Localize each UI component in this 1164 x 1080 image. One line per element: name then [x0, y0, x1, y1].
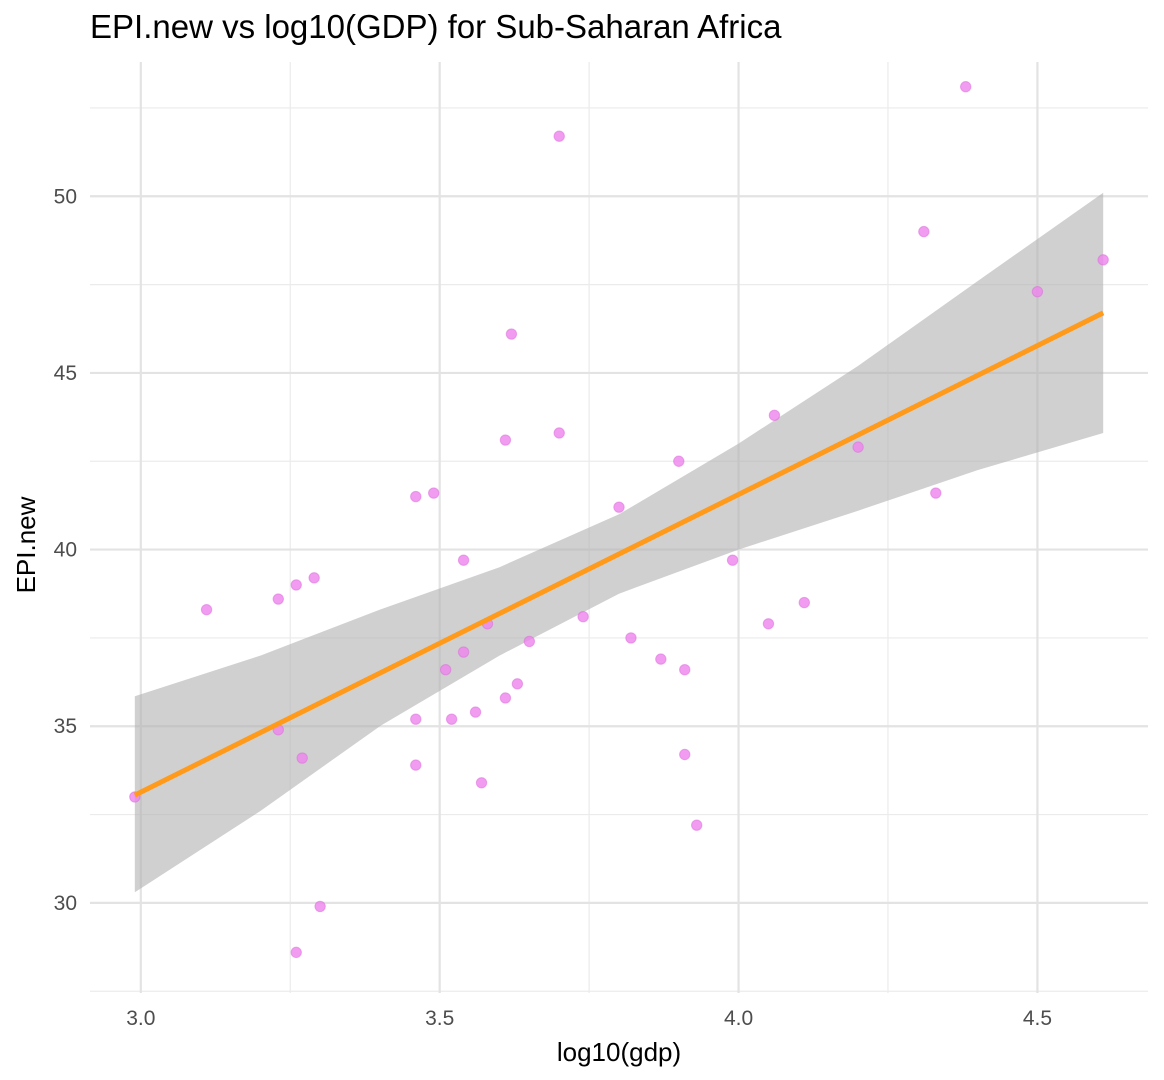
data-point — [523, 635, 536, 648]
y-tick-label: 45 — [54, 362, 77, 385]
data-point — [296, 752, 308, 764]
fit-line-layer — [133, 310, 1105, 798]
y-tick-label: 50 — [54, 185, 77, 208]
data-point — [439, 664, 452, 676]
data-point — [511, 678, 524, 690]
data-point — [505, 328, 518, 340]
data-point — [613, 501, 625, 513]
y-axis-label: EPI.new — [11, 496, 41, 593]
data-point — [655, 653, 667, 665]
data-point — [679, 664, 691, 676]
x-axis-ticks: 3.0 3.5 4.0 4.5 — [126, 1007, 1052, 1030]
y-tick-label: 40 — [54, 539, 77, 562]
data-point — [410, 490, 422, 503]
x-axis-label: log10(gdp) — [557, 1037, 681, 1067]
y-tick-label: 30 — [54, 892, 77, 915]
x-tick-label: 3.0 — [126, 1007, 155, 1030]
data-point — [410, 759, 422, 771]
minor-gridlines — [90, 62, 1148, 993]
data-point — [290, 579, 302, 591]
data-point — [852, 441, 864, 453]
data-point — [553, 427, 565, 439]
x-tick-label: 4.0 — [724, 1007, 753, 1030]
y-tick-label: 35 — [54, 715, 77, 738]
data-points — [129, 81, 1109, 959]
data-point — [726, 554, 739, 566]
confidence-band-layer — [134, 192, 1104, 893]
data-point — [445, 713, 458, 725]
x-tick-label: 4.5 — [1023, 1007, 1052, 1030]
data-point — [625, 632, 637, 644]
fit-line — [133, 310, 1105, 798]
y-axis-ticks: 30 35 40 45 50 — [54, 185, 77, 915]
data-point — [469, 706, 482, 718]
confidence-band — [134, 192, 1104, 893]
data-point — [272, 593, 284, 605]
data-point — [673, 455, 685, 467]
data-point — [475, 777, 488, 789]
data-point — [200, 603, 213, 616]
data-point — [410, 713, 422, 725]
data-point — [457, 554, 470, 566]
data-point — [308, 572, 320, 584]
data-point — [959, 81, 972, 93]
data-point — [930, 487, 942, 499]
data-point — [691, 819, 703, 831]
x-tick-label: 3.5 — [425, 1007, 454, 1030]
data-point — [762, 618, 775, 630]
data-point — [553, 130, 565, 142]
data-point — [679, 748, 691, 761]
data-point — [577, 611, 589, 623]
data-point — [768, 409, 781, 422]
data-point — [918, 225, 930, 238]
data-point — [798, 596, 810, 609]
data-point — [1097, 254, 1109, 266]
data-point — [290, 946, 302, 959]
data-point — [499, 692, 512, 704]
data-point — [1031, 285, 1044, 298]
chart-title: EPI.new vs log10(GDP) for Sub-Saharan Af… — [90, 8, 782, 45]
data-point — [457, 646, 470, 658]
data-point — [428, 487, 440, 499]
data-point — [314, 900, 326, 913]
data-point — [499, 434, 512, 446]
